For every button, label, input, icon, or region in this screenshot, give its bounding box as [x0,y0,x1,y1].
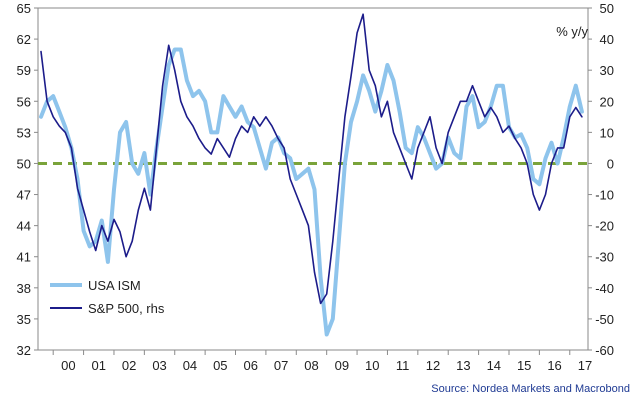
x-tick-label: 12 [426,358,440,373]
x-tick-label: 06 [243,358,257,373]
x-tick-label: 13 [456,358,470,373]
x-tick-label: 14 [487,358,501,373]
x-tick-label: 08 [304,358,318,373]
left-tick-label: 50 [17,156,31,171]
left-tick-label: 47 [17,188,31,203]
left-tick-label: 59 [17,63,31,78]
right-tick-label: -60 [595,343,614,358]
source-note: Source: Nordea Markets and Macrobond [431,383,630,395]
right-tick-label: -10 [595,188,614,203]
left-tick-label: 32 [17,343,31,358]
x-tick-label: 16 [547,358,561,373]
x-tick-label: 10 [365,358,379,373]
left-tick-label: 44 [17,219,31,234]
series-line-sp500 [40,13,583,305]
left-tick-label: 65 [17,1,31,16]
right-tick-label: -30 [595,250,614,265]
right-tick-label: 10 [600,125,614,140]
x-tick-label: 01 [92,358,106,373]
x-tick-label: 02 [122,358,136,373]
left-tick-label: 56 [17,94,31,109]
left-tick-label: 35 [17,312,31,327]
x-tick-label: 15 [517,358,531,373]
right-tick-label: 20 [600,94,614,109]
x-axis: 00 01 02 03 04 05 06 07 08 09 10 11 12 13 14 15 16 17 [52,350,592,373]
right-tick-label: 50 [600,1,614,16]
left-tick-label: 41 [17,250,31,265]
x-tick-label: 17 [578,358,592,373]
x-tick-label: 00 [61,358,75,373]
series-layer [39,13,584,337]
left-tick-label: 53 [17,125,31,140]
right-axis: -60 -50 -40 -30 -20 -10 0 10 20 30 40 50 [588,1,614,358]
x-tick-label: 11 [396,358,410,373]
left-tick-label: 62 [17,32,31,47]
x-tick-label: 05 [213,358,227,373]
right-tick-label: 30 [600,63,614,78]
left-tick-label: 38 [17,281,31,296]
right-tick-label: -50 [595,312,614,327]
right-tick-label: -40 [595,281,614,296]
plot-border [37,7,589,351]
x-tick-label: 09 [335,358,349,373]
legend: USA ISM S&P 500, rhs [50,278,165,316]
x-tick-label: 04 [183,358,197,373]
x-tick-label: 07 [274,358,288,373]
right-tick-label: 40 [600,32,614,47]
legend-label: S&P 500, rhs [88,301,165,316]
right-axis-unit-label: % y/y [556,24,588,39]
left-axis: 32 35 38 41 44 47 50 53 56 59 62 65 [17,1,38,358]
series-line-usa-ism [39,47,584,337]
x-tick-label: 03 [152,358,166,373]
plot-area [37,7,589,351]
right-tick-label: -20 [595,219,614,234]
legend-label: USA ISM [88,278,141,293]
right-tick-label: 0 [607,156,614,171]
